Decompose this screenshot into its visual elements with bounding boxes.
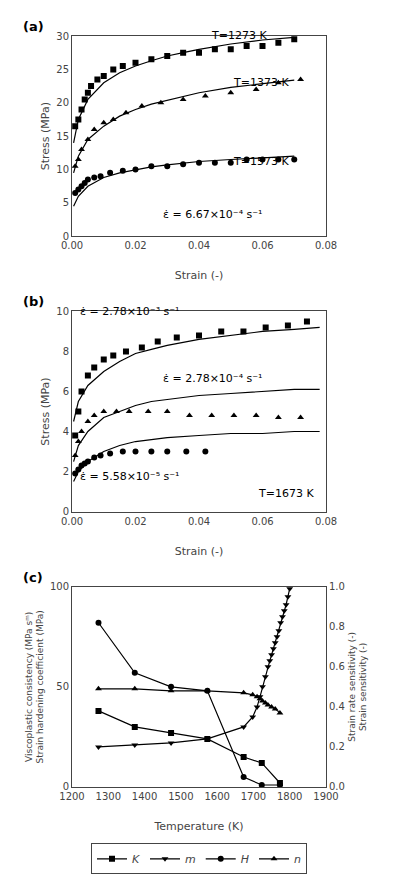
svg-text:ε̇ = 2.78×10⁻⁴ s⁻¹: ε̇ = 2.78×10⁻⁴ s⁻¹ (163, 372, 263, 385)
svg-text:20: 20 (56, 97, 69, 108)
svg-text:8: 8 (63, 346, 69, 357)
svg-text:Viscoplastic consistency (MPa: Viscoplastic consistency (MPa sᵐ)Strain … (24, 610, 46, 763)
svg-text:T=1673 K: T=1673 K (258, 487, 314, 500)
svg-text:(a): (a) (23, 19, 44, 34)
svg-text:Strain (-): Strain (-) (175, 545, 224, 558)
svg-text:1300: 1300 (96, 791, 121, 802)
svg-text:0.08: 0.08 (315, 240, 337, 251)
svg-text:Temperature (K): Temperature (K) (154, 820, 244, 833)
svg-text:0.08: 0.08 (315, 516, 337, 527)
svg-text:6: 6 (63, 386, 69, 397)
svg-text:Strain rate sensitivity (-)Str: Strain rate sensitivity (-)Strain sensit… (347, 632, 369, 742)
svg-text:Stress (MPa): Stress (MPa) (39, 102, 52, 170)
svg-text:0.0: 0.0 (329, 781, 345, 792)
svg-text:0.6: 0.6 (329, 661, 345, 672)
svg-text:(c): (c) (23, 570, 43, 585)
svg-text:H: H (241, 853, 249, 866)
svg-text:0.06: 0.06 (251, 240, 273, 251)
svg-text:0.06: 0.06 (251, 516, 273, 527)
svg-text:1400: 1400 (132, 791, 157, 802)
svg-text:0.2: 0.2 (329, 741, 345, 752)
svg-text:(b): (b) (23, 294, 44, 309)
svg-text:10: 10 (56, 306, 69, 317)
svg-text:1600: 1600 (204, 791, 229, 802)
svg-text:0.02: 0.02 (124, 240, 146, 251)
svg-text:5: 5 (63, 197, 69, 208)
svg-text:0: 0 (63, 506, 69, 517)
svg-text:T=1573 K: T=1573 K (233, 155, 289, 168)
svg-text:Strain (-): Strain (-) (175, 269, 224, 282)
svg-text:0.00: 0.00 (61, 240, 83, 251)
svg-text:ε̇ = 5.58×10⁻⁵ s⁻¹: ε̇ = 5.58×10⁻⁵ s⁻¹ (80, 470, 180, 483)
svg-text:1700: 1700 (241, 791, 266, 802)
svg-text:1500: 1500 (168, 791, 193, 802)
svg-text:0.8: 0.8 (329, 621, 345, 632)
svg-text:1900: 1900 (313, 791, 338, 802)
svg-text:1200: 1200 (59, 791, 84, 802)
svg-text:T=1273 K: T=1273 K (211, 29, 267, 42)
svg-text:0.4: 0.4 (329, 701, 345, 712)
svg-text:4: 4 (63, 426, 69, 437)
svg-text:0.02: 0.02 (124, 516, 146, 527)
svg-text:50: 50 (56, 681, 69, 692)
svg-text:1.0: 1.0 (329, 581, 345, 592)
svg-text:0.04: 0.04 (188, 240, 210, 251)
svg-text:0.04: 0.04 (188, 516, 210, 527)
svg-text:T=1373 K: T=1373 K (233, 76, 289, 89)
svg-text:25: 25 (56, 64, 69, 75)
svg-text:2: 2 (63, 466, 69, 477)
svg-text:n: n (294, 853, 301, 866)
svg-text:ε̇ = 2.78×10⁻³ s⁻¹: ε̇ = 2.78×10⁻³ s⁻¹ (80, 305, 180, 318)
svg-text:10: 10 (56, 164, 69, 175)
svg-text:0: 0 (63, 231, 69, 242)
svg-text:30: 30 (56, 31, 69, 42)
svg-text:0.00: 0.00 (61, 516, 83, 527)
svg-text:Stress (MPa): Stress (MPa) (39, 377, 52, 445)
svg-text:0: 0 (63, 781, 69, 792)
svg-text:15: 15 (56, 131, 69, 142)
svg-text:100: 100 (50, 581, 69, 592)
svg-text:1800: 1800 (277, 791, 302, 802)
svg-text:ε̇ = 6.67×10⁻⁴ s⁻¹: ε̇ = 6.67×10⁻⁴ s⁻¹ (163, 208, 263, 221)
svg-text:K: K (132, 853, 140, 866)
svg-text:m: m (185, 853, 196, 866)
